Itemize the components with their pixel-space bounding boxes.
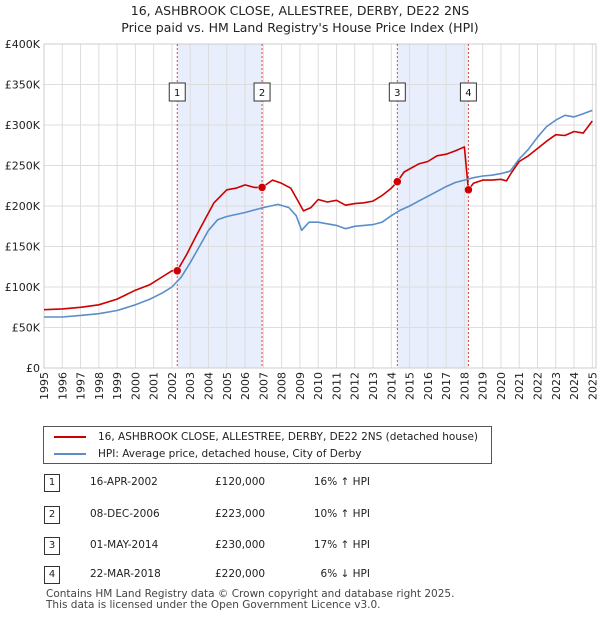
sale-marker-label: 4 [465,88,471,99]
x-tick-label: 2018 [458,372,471,400]
sale-date: 16-APR-2002 [90,476,158,488]
chart-title: 16, ASHBROOK CLOSE, ALLESTREE, DERBY, DE… [130,3,470,18]
table-row: 3 01-MAY-2014 £230,000 17% ↑ HPI [40,537,500,555]
sale-price: £230,000 [215,539,266,551]
x-tick-label: 2022 [532,372,545,400]
x-tick-label: 2016 [422,372,435,400]
x-tick-label: 2011 [330,372,343,400]
x-tick-label: 2005 [221,372,234,400]
x-tick-label: 2024 [568,372,581,400]
chart-subtitle: Price paid vs. HM Land Registry's House … [121,20,479,35]
y-tick-label: £150K [5,241,41,254]
price-chart: £0 £50K £100K £150K £200K £250K £300K £350K £400… [5,38,600,400]
legend-item-property: 16, ASHBROOK CLOSE, ALLESTREE, DERBY, DE… [54,429,478,445]
x-tick-label: 2023 [550,372,563,400]
legend-item-hpi: HPI: Average price, detached house, City… [54,446,361,462]
series-line-property [43,120,593,311]
y-tick-label: £300K [5,119,41,132]
sale-badge: 3 [44,537,60,555]
sale-marker-label: 2 [259,88,265,99]
x-tick-label: 2012 [349,372,362,400]
x-tick-label: 2013 [367,372,380,400]
sale-marker-box [388,82,406,102]
x-tick-label: 2020 [495,372,508,400]
sale-marker-label: 3 [394,88,400,99]
sale-hpi-change: 16% ↑ HPI [313,476,370,488]
sale-hpi-change: 6% ↓ HPI [320,568,370,580]
x-tick-label: 2003 [184,372,197,400]
table-row: 4 22-MAR-2018 £220,000 6% ↓ HPI [40,566,500,584]
x-tick-label: 2021 [513,372,526,400]
sale-hpi-change: 17% ↑ HPI [313,539,370,551]
sale-price: £223,000 [215,508,266,520]
sale-date: 08-DEC-2006 [90,508,160,520]
sale-date: 01-MAY-2014 [90,539,159,551]
y-tick-label: £200K [5,200,41,213]
footer-line-1: Contains HM Land Registry data © Crown c… [46,588,455,600]
sale-marker-box [168,82,186,102]
x-tick-label: 2002 [166,372,179,400]
y-tick-label: £250K [5,160,41,173]
x-tick-label: 1995 [38,372,51,400]
x-tick-label: 2014 [385,372,398,400]
footer-attribution: Contains HM Land Registry data © Crown c… [46,589,454,611]
x-tick-label: 2017 [440,372,453,400]
y-tick-label: £0 [26,362,40,375]
y-tick-label: £50K [12,322,41,335]
legend-label-hpi: HPI: Average price, detached house, City… [98,448,362,460]
sale-badge: 4 [44,566,60,584]
legend-swatch-property [54,436,86,438]
chart-legend: 16, ASHBROOK CLOSE, ALLESTREE, DERBY, DE… [43,426,492,464]
sale-point [464,185,473,195]
sale-price: £120,000 [215,476,266,488]
sale-price: £220,000 [215,568,266,580]
x-tick-label: 2025 [586,372,599,400]
x-tick-label: 2007 [257,372,270,400]
x-tick-label: 1998 [93,372,106,400]
x-tick-label: 2009 [294,372,307,400]
legend-swatch-hpi [54,453,86,455]
y-tick-label: £400K [5,38,41,51]
x-tick-label: 1999 [111,372,124,400]
x-tick-label: 2004 [203,372,216,400]
series-line-hpi [44,109,593,318]
x-tick-label: 2001 [148,372,161,400]
x-tick-label: 2010 [312,372,325,400]
sale-date: 22-MAR-2018 [90,568,161,580]
legend-label-property: 16, ASHBROOK CLOSE, ALLESTREE, DERBY, DE… [98,431,479,443]
table-row: 1 16-APR-2002 £120,000 16% ↑ HPI [40,474,500,492]
x-tick-label: 1997 [75,372,88,400]
sale-point [257,183,267,192]
sale-hpi-change: 10% ↑ HPI [313,508,370,520]
x-tick-label: 1996 [56,372,69,400]
x-tick-label: 2006 [239,372,252,400]
x-tick-label: 2008 [276,372,289,400]
sale-badge: 1 [44,474,60,492]
x-tick-label: 2015 [404,372,417,400]
y-tick-label: £350K [5,79,41,92]
sale-marker-box [253,82,271,102]
plot-border [43,43,597,369]
x-tick-label: 2019 [477,372,490,400]
table-row: 2 08-DEC-2006 £223,000 10% ↑ HPI [40,506,500,524]
sale-point [393,177,402,186]
x-tick-label: 2000 [129,372,142,400]
footer-line-2: This data is licensed under the Open Gov… [46,599,381,611]
sale-marker-label: 1 [174,88,180,99]
sale-point [172,266,182,276]
sale-marker-box [459,82,477,102]
y-tick-label: £100K [5,281,41,294]
sale-badge: 2 [44,506,60,524]
